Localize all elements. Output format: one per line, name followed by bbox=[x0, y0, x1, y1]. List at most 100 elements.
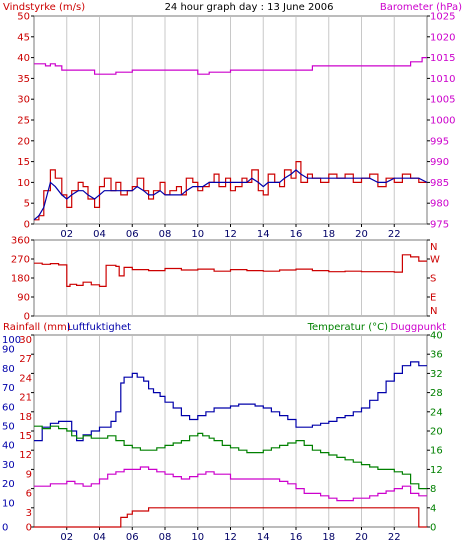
x-tick-label: 22 bbox=[388, 532, 401, 543]
y2-tick-label: 4 bbox=[430, 503, 436, 514]
y2-tick-label: 36 bbox=[430, 350, 443, 361]
series-wind-1 bbox=[33, 169, 428, 221]
temperature-axis-label: Temperatur (°C) bbox=[307, 322, 388, 333]
chart-title: 24 hour graph day : 13 June 2006 bbox=[165, 2, 334, 13]
x-tick-label: 20 bbox=[355, 229, 368, 240]
y-tick-label: 180 bbox=[11, 274, 30, 285]
y2-tick-label: N bbox=[430, 242, 437, 253]
humidity-tick-label: 0 bbox=[2, 523, 8, 534]
x-tick-label: 04 bbox=[93, 229, 106, 240]
y2-tick-label: 990 bbox=[430, 157, 449, 168]
rain-tick-label: 18 bbox=[19, 412, 32, 423]
x-tick-label: 22 bbox=[388, 229, 401, 240]
wind-axis-label: Vindstyrke (m/s) bbox=[3, 2, 85, 13]
series-weather-2 bbox=[34, 425, 427, 490]
y-tick-label: 30 bbox=[17, 95, 30, 106]
y-tick-label: 0 bbox=[24, 220, 30, 231]
y2-tick-label: 16 bbox=[430, 446, 443, 457]
rain-tick-label: 0 bbox=[26, 523, 32, 534]
y-tick-label: 360 bbox=[11, 236, 30, 247]
y2-tick-label: E bbox=[430, 293, 436, 304]
y-tick-label: 50 bbox=[17, 12, 30, 23]
y-tick-label: 5 bbox=[24, 199, 30, 210]
y2-tick-label: 980 bbox=[430, 199, 449, 210]
x-tick-label: 20 bbox=[355, 532, 368, 543]
humidity-tick-label: 40 bbox=[2, 441, 15, 452]
y2-tick-label: 24 bbox=[430, 407, 443, 418]
humidity-axis-label: Luftfuktighet bbox=[67, 322, 131, 333]
x-tick-label: 06 bbox=[126, 532, 139, 543]
y2-tick-label: 28 bbox=[430, 388, 443, 399]
rain-tick-label: 21 bbox=[19, 393, 32, 404]
humidity-tick-label: 20 bbox=[2, 479, 15, 490]
x-tick-label: 02 bbox=[60, 532, 73, 543]
rain-tick-label: 6 bbox=[26, 489, 32, 500]
rain-tick-label: 24 bbox=[19, 373, 32, 384]
rain-tick-label: 3 bbox=[26, 508, 32, 519]
y2-tick-label: 975 bbox=[430, 220, 449, 231]
y2-tick-label: 1025 bbox=[430, 12, 455, 23]
series-direction-0 bbox=[34, 254, 427, 287]
humidity-tick-label: 80 bbox=[2, 364, 15, 375]
y2-tick-label: 8 bbox=[430, 484, 436, 495]
humidity-tick-label: 60 bbox=[2, 402, 15, 413]
x-tick-label: 14 bbox=[257, 229, 270, 240]
x-tick-label: 08 bbox=[159, 229, 172, 240]
y2-tick-label: 20 bbox=[430, 427, 443, 438]
x-tick-label: 16 bbox=[290, 532, 303, 543]
rain-tick-label: 9 bbox=[26, 469, 32, 480]
y-tick-label: 45 bbox=[17, 32, 30, 43]
y2-tick-label: N bbox=[430, 306, 437, 317]
barometer-axis-label: Barometer (hPa) bbox=[380, 2, 462, 13]
y2-tick-label: 1010 bbox=[430, 74, 455, 85]
y-tick-label: 0 bbox=[24, 312, 30, 323]
y-tick-label: 10 bbox=[17, 178, 30, 189]
rainfall-axis-label: Rainfall (mm) bbox=[3, 322, 71, 333]
rain-tick-label: 15 bbox=[19, 431, 32, 442]
humidity-tick-label: 100 bbox=[2, 335, 21, 346]
series-weather-3 bbox=[34, 466, 427, 502]
y2-tick-label: 985 bbox=[430, 178, 449, 189]
y-tick-label: 35 bbox=[17, 74, 30, 85]
dewpoint-axis-label: Duggpunkt bbox=[391, 322, 447, 333]
y2-tick-label: 12 bbox=[430, 465, 443, 476]
series-weather-1 bbox=[34, 361, 427, 442]
x-tick-label: 18 bbox=[322, 229, 335, 240]
y2-tick-label: 1015 bbox=[430, 53, 455, 64]
series-weather-0 bbox=[34, 507, 427, 528]
x-tick-label: 14 bbox=[257, 532, 270, 543]
x-tick-label: 06 bbox=[126, 229, 139, 240]
x-tick-label: 16 bbox=[290, 229, 303, 240]
y-tick-label: 270 bbox=[11, 255, 30, 266]
rain-tick-label: 27 bbox=[19, 354, 32, 365]
x-tick-label: 10 bbox=[191, 229, 204, 240]
humidity-tick-label: 90 bbox=[2, 345, 15, 356]
series-wind-2 bbox=[34, 56, 427, 75]
y2-tick-label: W bbox=[430, 255, 440, 266]
humidity-tick-label: 70 bbox=[2, 383, 15, 394]
y-tick-label: 20 bbox=[17, 136, 30, 147]
x-tick-label: 02 bbox=[60, 229, 73, 240]
humidity-tick-label: 30 bbox=[2, 460, 15, 471]
humidity-tick-label: 10 bbox=[2, 498, 15, 509]
y2-tick-label: 1020 bbox=[430, 32, 455, 43]
x-tick-label: 12 bbox=[224, 229, 237, 240]
y-tick-label: 90 bbox=[17, 293, 30, 304]
x-tick-label: 18 bbox=[322, 532, 335, 543]
x-tick-label: 04 bbox=[93, 532, 106, 543]
y2-tick-label: 32 bbox=[430, 369, 443, 380]
rain-tick-label: 30 bbox=[19, 335, 32, 346]
y-tick-label: 15 bbox=[17, 157, 30, 168]
y-tick-label: 40 bbox=[17, 53, 30, 64]
x-tick-label: 12 bbox=[224, 532, 237, 543]
y2-tick-label: 1000 bbox=[430, 116, 455, 127]
y2-tick-label: S bbox=[430, 274, 436, 285]
y2-tick-label: 0 bbox=[430, 523, 436, 534]
y2-tick-label: 995 bbox=[430, 136, 449, 147]
rain-tick-label: 12 bbox=[19, 450, 32, 461]
x-tick-label: 10 bbox=[191, 532, 204, 543]
y2-tick-label: 1005 bbox=[430, 95, 455, 106]
y2-tick-label: 40 bbox=[430, 331, 443, 342]
humidity-tick-label: 50 bbox=[2, 422, 15, 433]
